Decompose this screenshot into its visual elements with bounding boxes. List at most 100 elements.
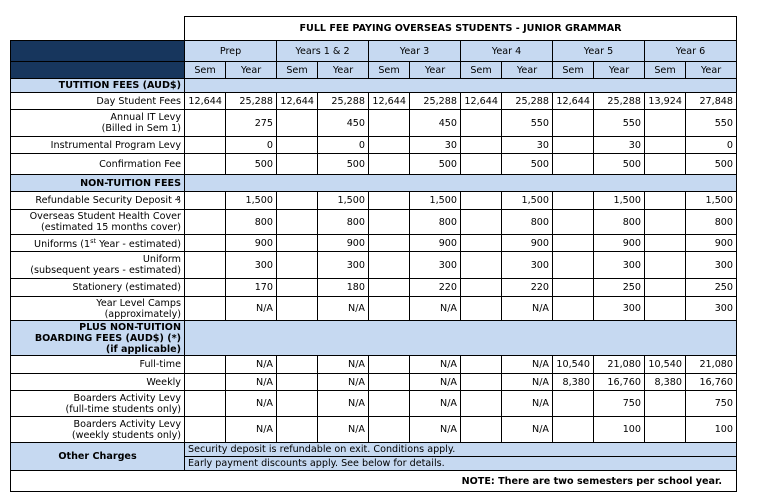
section-fill [183, 320, 738, 356]
year-value-cell: 220 [501, 278, 553, 297]
sem-value-cell [460, 390, 502, 417]
year-value-cell: N/A [317, 373, 369, 391]
sem-value-cell [460, 416, 502, 443]
other-charges-label: Other Charges [10, 442, 185, 471]
sem-value-cell [552, 278, 594, 297]
year-value-cell: 500 [409, 153, 461, 175]
sem-value-cell [276, 390, 318, 417]
year-value-cell: 750 [684, 390, 738, 417]
year-value-cell: 30 [501, 136, 553, 154]
sem-value-cell: 12,644 [276, 92, 318, 110]
year-value-cell: 900 [409, 234, 461, 252]
section-row-non-tuition: NON-TUITION FEES [10, 174, 738, 192]
sem-value-cell [276, 416, 318, 443]
year-value-cell: N/A [225, 296, 277, 321]
section-row-tuition: TUTITION FEES (AUD$) [10, 78, 738, 93]
section-row-boarding: PLUS NON-TUITION BOARDING FEES (AUD$) (*… [10, 320, 738, 356]
year-value-cell: 21,080 [684, 355, 738, 374]
row-label: Annual IT Levy (Billed in Sem 1) [10, 109, 185, 137]
sem-value-cell [368, 209, 410, 235]
sem-header: Sem [552, 61, 594, 79]
year-value-cell: N/A [501, 390, 553, 417]
sem-value-cell [552, 136, 594, 154]
fee-row-uniform-subsequent: Uniform (subsequent years - estimated) 3… [10, 251, 738, 279]
blank-corner [10, 16, 185, 41]
sem-value-cell [276, 153, 318, 175]
fee-row-confirmation: Confirmation Fee 500 500 500 500 500 500 [10, 153, 738, 175]
sem-value-cell [552, 296, 594, 321]
year-header: Year [593, 61, 645, 79]
title-row: FULL FEE PAYING OVERSEAS STUDENTS - JUNI… [10, 16, 738, 41]
row-label: Boarders Activity Levy (full-time studen… [10, 390, 185, 417]
year-value-cell: 250 [684, 278, 738, 297]
other-charges-row-2: Early payment discounts apply. See below… [11, 456, 738, 471]
sem-value-cell [460, 251, 502, 279]
row-label: Year Level Camps (approximately) [10, 296, 185, 321]
section-title-line3: (if applicable) [105, 343, 181, 355]
year-value-cell: N/A [409, 416, 461, 443]
year-value-cell: 900 [684, 234, 738, 252]
row-label: Uniform (subsequent years - estimated) [10, 251, 185, 279]
table-title: FULL FEE PAYING OVERSEAS STUDENTS - JUNI… [183, 16, 738, 41]
sem-value-cell [276, 234, 318, 252]
row-label-line1: Year Level Camps [96, 297, 181, 309]
row-label: Weekly [10, 373, 185, 391]
sem-value-cell [184, 136, 226, 154]
sem-value-cell [368, 109, 410, 137]
row-label-line1: Boarders Activity Levy [73, 392, 181, 404]
year-value-cell: 1,500 [409, 191, 461, 210]
year-header: Year [317, 61, 369, 79]
year-value-cell: 16,760 [684, 373, 738, 391]
year-value-cell: 800 [225, 209, 277, 235]
year-value-cell: N/A [409, 373, 461, 391]
year-value-cell: N/A [317, 416, 369, 443]
year-value-cell: 300 [317, 251, 369, 279]
sem-value-cell [184, 296, 226, 321]
sem-value-cell [644, 153, 686, 175]
sem-value-cell [552, 109, 594, 137]
sem-value-cell [644, 136, 686, 154]
year-value-cell: 275 [225, 109, 277, 137]
fee-row-boarders-full-time: Boarders Activity Levy (full-time studen… [10, 390, 738, 417]
sem-value-cell: 8,380 [552, 373, 594, 391]
year-value-cell: 300 [409, 251, 461, 279]
fee-row-camps: Year Level Camps (approximately) N/A N/A N… [10, 296, 738, 321]
year-value-cell: 1,500 [501, 191, 553, 210]
sem-value-cell: 12,644 [368, 92, 410, 110]
year-value-cell: N/A [409, 390, 461, 417]
year-value-cell: 550 [684, 109, 738, 137]
fee-row-full-time: Full-time N/A N/A N/A N/A 10,540 21,080 10,540… [10, 355, 738, 374]
year-value-cell: 21,080 [593, 355, 645, 374]
sem-value-cell [644, 234, 686, 252]
year-value-cell: 1,500 [684, 191, 738, 210]
year-value-cell: 300 [593, 296, 645, 321]
year-group-year-3: Year 3 [368, 40, 461, 62]
fee-row-uniforms-first-year: Uniforms (1st Year - estimated) 900 900 90… [10, 234, 738, 252]
row-label: Refundable Security Deposit ₰ [10, 191, 185, 210]
year-value-cell: 30 [409, 136, 461, 154]
sem-value-cell: 12,644 [184, 92, 226, 110]
sem-value-cell [552, 191, 594, 210]
sem-value-cell [460, 136, 502, 154]
sem-value-cell [276, 191, 318, 210]
year-value-cell: 800 [409, 209, 461, 235]
sem-value-cell [184, 209, 226, 235]
year-value-cell: N/A [501, 296, 553, 321]
sem-value-cell [644, 416, 686, 443]
year-value-cell: 450 [317, 109, 369, 137]
sem-value-cell [368, 278, 410, 297]
year-value-cell: 800 [317, 209, 369, 235]
sem-value-cell: 12,644 [552, 92, 594, 110]
year-value-cell: 0 [225, 136, 277, 154]
sem-value-cell: 13,924 [644, 92, 686, 110]
year-value-cell: N/A [225, 416, 277, 443]
sem-value-cell [276, 136, 318, 154]
footer-note: NOTE: There are two semesters per school… [9, 470, 738, 492]
year-value-cell: N/A [317, 355, 369, 374]
sem-value-cell: 10,540 [644, 355, 686, 374]
other-charges-note-1: Security deposit is refundable on exit. … [183, 442, 738, 457]
row-label-line1: Boarders Activity Levy [73, 418, 181, 430]
sem-value-cell [368, 296, 410, 321]
year-value-cell: N/A [225, 390, 277, 417]
header-spacer [10, 61, 185, 79]
